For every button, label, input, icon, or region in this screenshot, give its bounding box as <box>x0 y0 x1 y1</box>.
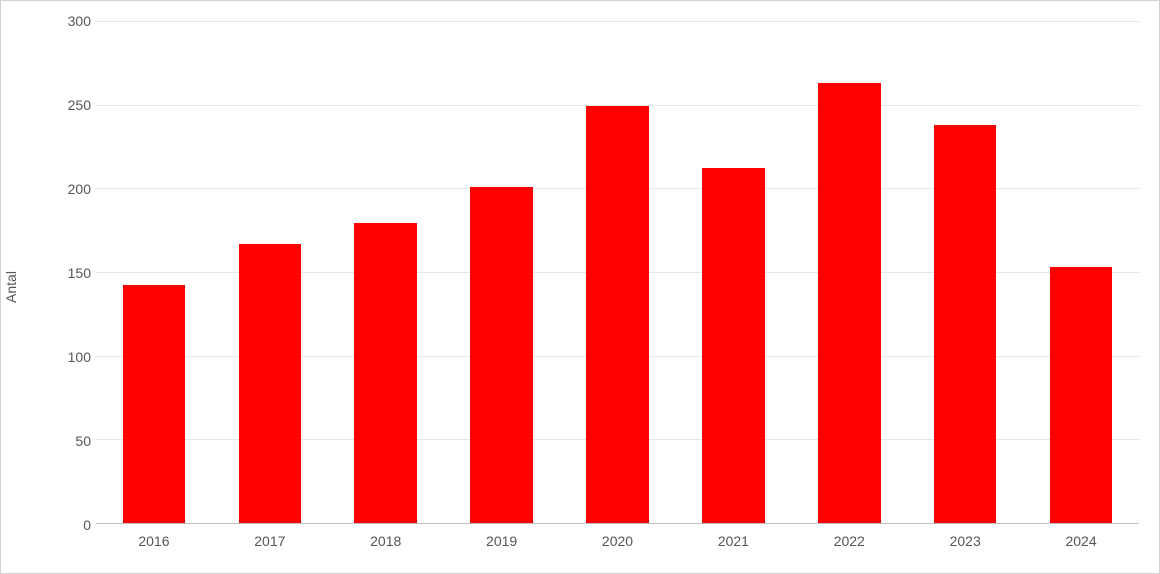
bar-slot: 2017 <box>212 21 328 523</box>
bar-slot: 2021 <box>675 21 791 523</box>
y-tick-label: 50 <box>31 433 91 449</box>
bar <box>1050 267 1113 523</box>
bar <box>934 125 997 523</box>
bar-slot: 2022 <box>791 21 907 523</box>
bar <box>123 285 186 523</box>
x-tick-label: 2019 <box>486 533 517 549</box>
x-tick-label: 2016 <box>138 533 169 549</box>
y-tick-label: 250 <box>31 97 91 113</box>
bar <box>239 244 302 523</box>
x-tick-label: 2021 <box>718 533 749 549</box>
x-tick-label: 2022 <box>834 533 865 549</box>
bar <box>586 106 649 523</box>
bar-slot: 2018 <box>328 21 444 523</box>
baseline <box>96 523 1139 524</box>
bar-slot: 2024 <box>1023 21 1139 523</box>
bar <box>470 187 533 523</box>
bar <box>354 223 417 523</box>
y-tick-label: 0 <box>31 517 91 533</box>
bar <box>702 168 765 523</box>
bar-slot: 2019 <box>444 21 560 523</box>
bar-chart: Antal 2016201720182019202020212022202320… <box>0 0 1160 574</box>
bar <box>818 83 881 523</box>
x-tick-label: 2024 <box>1065 533 1096 549</box>
plot-area: 201620172018201920202021202220232024 <box>96 21 1139 523</box>
bar-slot: 2020 <box>560 21 676 523</box>
x-tick-label: 2018 <box>370 533 401 549</box>
y-tick-label: 100 <box>31 349 91 365</box>
bars-row: 201620172018201920202021202220232024 <box>96 21 1139 523</box>
y-tick-label: 150 <box>31 265 91 281</box>
x-tick-label: 2017 <box>254 533 285 549</box>
y-tick-label: 200 <box>31 181 91 197</box>
x-tick-label: 2020 <box>602 533 633 549</box>
y-axis-label: Antal <box>3 271 19 303</box>
bar-slot: 2023 <box>907 21 1023 523</box>
bar-slot: 2016 <box>96 21 212 523</box>
y-tick-label: 300 <box>31 13 91 29</box>
x-tick-label: 2023 <box>950 533 981 549</box>
